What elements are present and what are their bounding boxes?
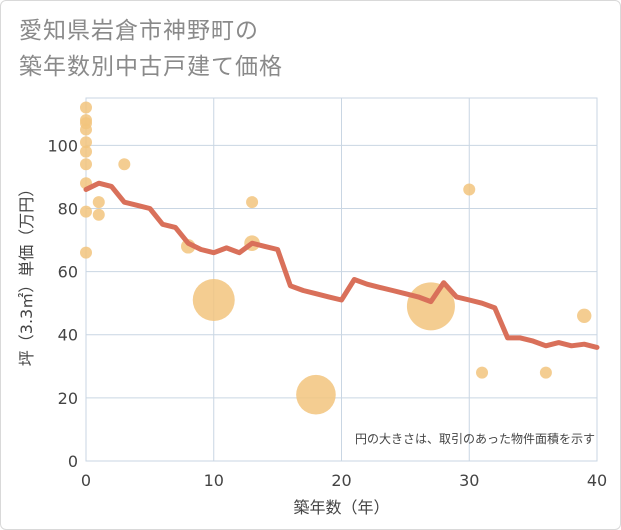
average-price-line [83, 180, 600, 350]
average-line [83, 180, 600, 350]
y-axis-title: 坪（3.3㎡）単価（万円） [17, 181, 36, 366]
plot-frame [85, 97, 598, 462]
scatter-point [296, 374, 336, 415]
scatter-point [80, 123, 92, 136]
scatter-point [476, 366, 489, 379]
scatter-point [80, 246, 92, 259]
x-tick-label: 10 [204, 471, 224, 490]
scatter-point [118, 158, 131, 171]
y-tick-label: 40 [58, 326, 78, 345]
chart-title-line-2: 築年数別中古戸建て価格 [19, 54, 283, 80]
scatter-point [80, 101, 92, 114]
scatter-point [80, 205, 92, 218]
scatter-point [92, 208, 105, 221]
data-points [80, 101, 592, 415]
scatter-point [80, 136, 92, 149]
scatter-point [406, 282, 455, 331]
y-tick-label: 0 [68, 452, 78, 471]
y-tick-label: 20 [58, 389, 78, 408]
scatter-point [80, 145, 92, 158]
y-tick-label: 80 [58, 199, 78, 218]
scatter-point [80, 158, 92, 171]
axes: 0 10 20 30 40 0 20 40 60 80 100 [47, 136, 607, 490]
y-tick-label: 100 [47, 136, 78, 155]
chart-title-line-1: 愛知県岩倉市神野町の [19, 18, 259, 44]
scatter-point [92, 196, 105, 209]
scatter-point [192, 279, 235, 322]
scatter-point [246, 196, 259, 209]
scatter-point [577, 308, 592, 323]
scatter-point [539, 366, 552, 379]
x-axis-title: 築年数（年） [293, 498, 389, 517]
size-note: 円の大きさは、取引のあった物件面積を示す [355, 431, 595, 446]
x-tick-label: 20 [331, 471, 351, 490]
y-tick-label: 60 [58, 263, 78, 282]
x-tick-label: 30 [459, 471, 479, 490]
chart-title: 愛知県岩倉市神野町の 築年数別中古戸建て価格 [19, 13, 283, 85]
grid-lines [85, 97, 598, 462]
x-tick-label: 40 [587, 471, 607, 490]
x-tick-label: 0 [81, 471, 91, 490]
scatter-point [463, 183, 476, 196]
